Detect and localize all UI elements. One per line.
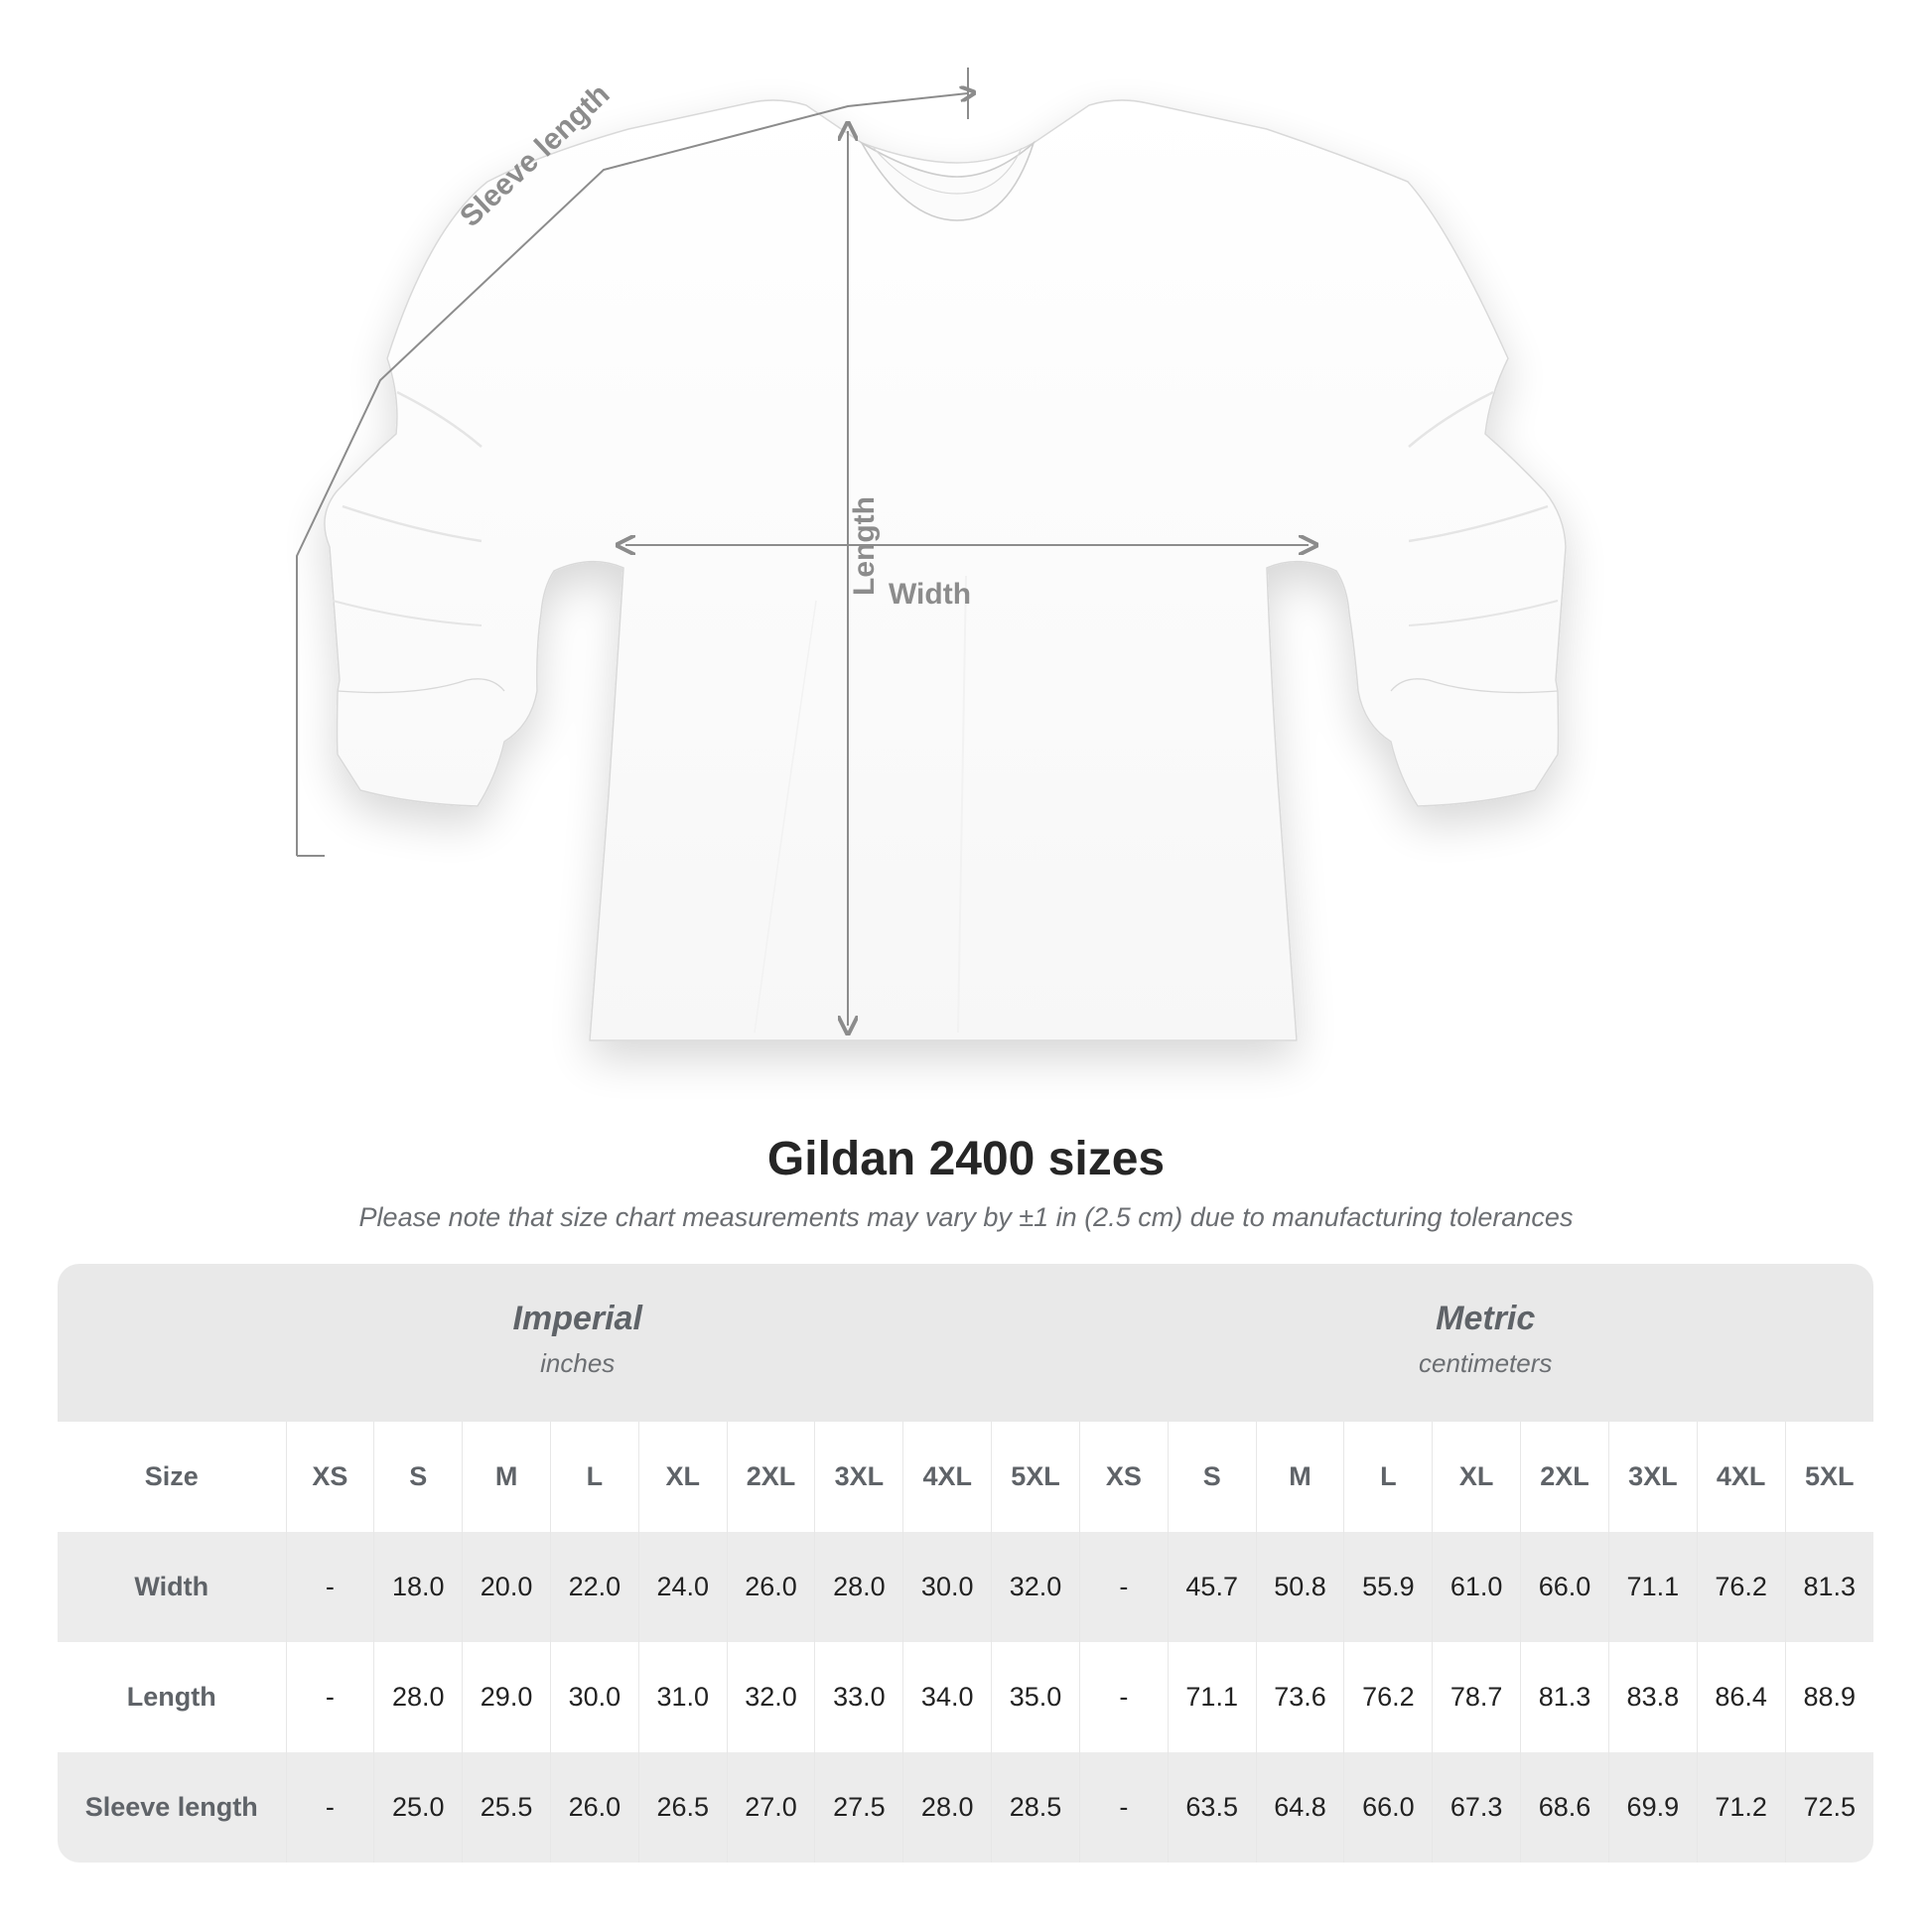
svg-text:Width: Width xyxy=(889,578,971,611)
svg-text:Length: Length xyxy=(848,496,881,596)
